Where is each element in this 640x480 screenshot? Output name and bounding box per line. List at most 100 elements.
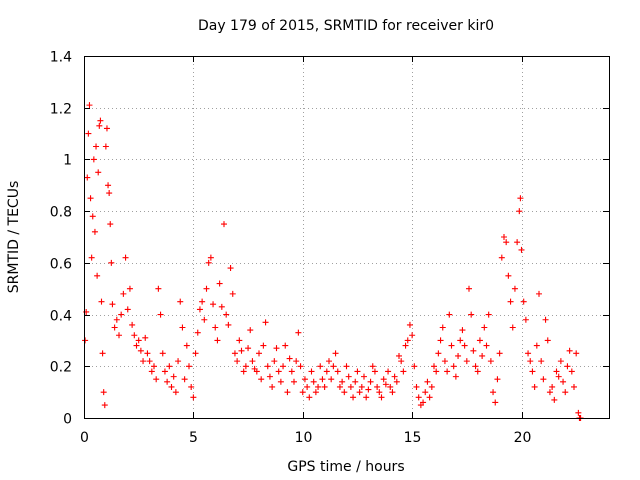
data-point [481, 324, 488, 331]
data-point [306, 394, 313, 401]
data-point [256, 350, 262, 357]
data-point [511, 285, 518, 292]
data-point [196, 306, 203, 313]
data-point [424, 378, 431, 385]
data-point [315, 383, 322, 390]
data-point [413, 383, 420, 390]
data-point [90, 156, 97, 163]
data-point [549, 383, 556, 390]
y-tick-label: 1.2 [50, 102, 72, 118]
data-point [525, 350, 532, 357]
data-point [415, 394, 422, 401]
data-point [288, 368, 295, 375]
data-point [369, 363, 376, 370]
data-point [179, 324, 186, 331]
data-point [172, 389, 179, 396]
data-point [437, 337, 444, 344]
y-tick-labels: 0 0.2 0.4 0.6 0.8 1 1.2 1.4 [50, 50, 72, 428]
data-point [371, 368, 378, 375]
data-point [238, 347, 245, 354]
data-point [516, 208, 523, 215]
data-point [452, 373, 459, 380]
data-point [472, 363, 479, 370]
data-point [183, 342, 190, 349]
data-point [564, 363, 571, 370]
data-point [218, 303, 225, 310]
data-point [223, 311, 230, 318]
data-point [455, 352, 462, 359]
data-point [159, 350, 166, 357]
data-point [363, 394, 370, 401]
data-point [503, 239, 510, 246]
data-point [365, 386, 372, 393]
data-point [385, 368, 392, 375]
data-point [89, 213, 96, 220]
data-point [334, 368, 341, 375]
data-point [229, 290, 236, 297]
data-point [367, 378, 374, 385]
data-point [106, 190, 113, 197]
data-point [542, 316, 549, 323]
data-point [376, 389, 383, 396]
data-point [140, 358, 147, 365]
y-tick-label: 0.6 [50, 257, 72, 273]
data-point [91, 228, 98, 235]
grid-lines [84, 56, 609, 418]
data-point [540, 376, 547, 383]
data-point [266, 373, 273, 380]
data-point [153, 376, 160, 383]
data-point [557, 358, 564, 365]
data-point [328, 376, 335, 383]
data-point [192, 350, 199, 357]
y-tick-label: 1.4 [50, 50, 72, 66]
x-tick-label: 20 [514, 430, 532, 446]
data-point [356, 389, 363, 396]
data-point [214, 337, 221, 344]
data-point [199, 298, 206, 305]
data-point [387, 383, 394, 390]
data-point [109, 301, 116, 308]
data-point [100, 389, 107, 396]
data-point [151, 363, 157, 370]
data-point [457, 337, 464, 344]
data-point [94, 272, 101, 279]
data-point [444, 368, 451, 375]
x-tick-label: 0 [80, 430, 89, 446]
data-point [498, 254, 505, 261]
data-point [518, 246, 525, 253]
data-point [463, 358, 470, 365]
data-point [253, 368, 260, 375]
data-point [520, 298, 527, 305]
data-point [249, 358, 256, 365]
data-point [522, 316, 529, 323]
data-point [186, 363, 192, 370]
data-point [468, 311, 475, 318]
data-point [168, 383, 175, 390]
data-point [310, 378, 317, 385]
data-point [269, 383, 276, 390]
data-point [299, 389, 306, 396]
data-point [380, 376, 387, 383]
data-point [509, 324, 516, 331]
data-point [350, 394, 357, 401]
plot-frame [84, 56, 610, 419]
data-point [533, 342, 540, 349]
data-point [479, 352, 486, 359]
data-point [514, 239, 521, 246]
data-point [485, 311, 492, 318]
data-point [546, 389, 553, 396]
data-points [82, 102, 584, 421]
data-point [435, 350, 442, 357]
data-point [148, 368, 155, 375]
data-point [573, 350, 580, 357]
x-tick-label: 10 [295, 430, 313, 446]
data-point [118, 311, 125, 318]
data-point [400, 368, 407, 375]
data-point [358, 383, 365, 390]
data-point [476, 337, 483, 344]
data-point [544, 337, 551, 344]
data-point [240, 368, 247, 375]
data-point [420, 399, 427, 406]
data-point [242, 363, 249, 370]
